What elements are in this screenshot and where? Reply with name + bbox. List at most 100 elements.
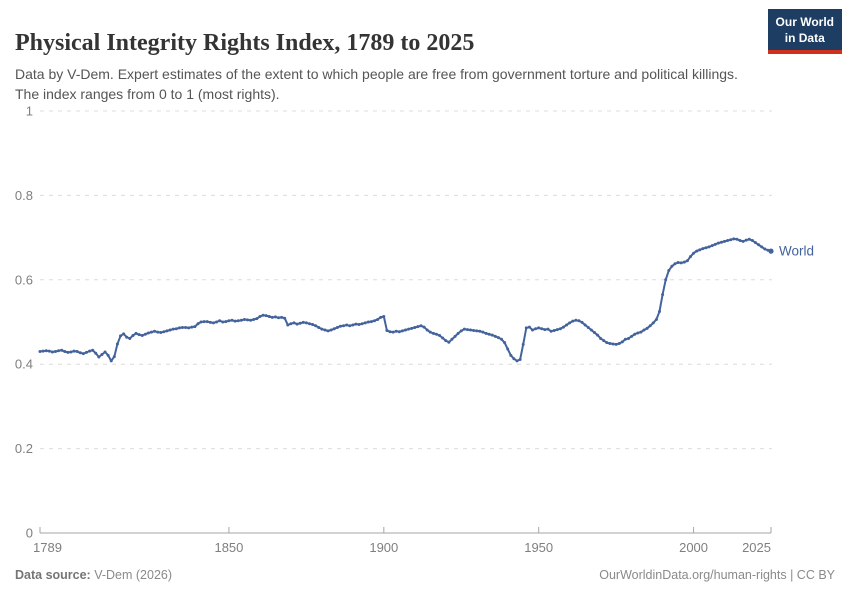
data-point[interactable]	[66, 350, 70, 354]
data-point[interactable]	[453, 334, 457, 338]
data-point[interactable]	[338, 324, 342, 328]
data-point[interactable]	[242, 317, 246, 321]
data-point[interactable]	[596, 333, 600, 337]
data-point[interactable]	[490, 333, 494, 337]
data-point[interactable]	[599, 336, 603, 340]
data-point[interactable]	[97, 355, 101, 359]
data-point[interactable]	[267, 315, 271, 319]
data-point[interactable]	[249, 318, 253, 322]
data-point[interactable]	[366, 320, 370, 324]
data-point[interactable]	[627, 336, 631, 340]
data-point[interactable]	[605, 341, 609, 345]
data-point[interactable]	[419, 324, 423, 328]
data-point[interactable]	[744, 238, 748, 242]
data-point[interactable]	[351, 323, 355, 327]
data-point[interactable]	[481, 330, 485, 334]
data-point[interactable]	[190, 325, 194, 329]
data-point[interactable]	[184, 325, 188, 329]
data-point[interactable]	[555, 328, 559, 332]
data-point[interactable]	[639, 330, 643, 334]
data-point[interactable]	[208, 320, 212, 324]
data-point[interactable]	[716, 241, 720, 245]
data-point[interactable]	[81, 352, 85, 356]
data-point[interactable]	[692, 251, 696, 255]
data-point[interactable]	[125, 335, 129, 339]
data-point[interactable]	[763, 247, 767, 251]
data-point[interactable]	[747, 237, 751, 241]
data-point[interactable]	[53, 350, 57, 354]
data-point[interactable]	[168, 328, 172, 332]
data-point[interactable]	[701, 247, 705, 251]
data-point[interactable]	[388, 330, 392, 334]
data-point[interactable]	[493, 334, 497, 338]
data-point[interactable]	[400, 329, 404, 333]
data-point[interactable]	[754, 241, 758, 245]
data-point[interactable]	[326, 329, 330, 333]
data-point[interactable]	[280, 315, 284, 319]
data-point[interactable]	[134, 331, 138, 335]
data-point[interactable]	[685, 259, 689, 263]
data-point[interactable]	[738, 239, 742, 243]
data-point[interactable]	[150, 330, 154, 334]
data-point[interactable]	[586, 325, 590, 329]
data-point[interactable]	[723, 239, 727, 243]
data-point[interactable]	[252, 317, 256, 321]
data-point[interactable]	[44, 349, 48, 353]
data-point[interactable]	[227, 319, 231, 323]
data-point[interactable]	[530, 328, 534, 332]
data-point[interactable]	[202, 320, 206, 324]
data-point[interactable]	[193, 325, 197, 329]
data-point[interactable]	[112, 355, 116, 359]
data-point[interactable]	[648, 324, 652, 328]
data-point[interactable]	[57, 349, 61, 353]
data-point[interactable]	[159, 331, 163, 335]
data-point[interactable]	[264, 314, 268, 318]
data-point[interactable]	[543, 328, 547, 332]
data-point[interactable]	[438, 334, 442, 338]
data-point[interactable]	[558, 327, 562, 331]
data-point[interactable]	[633, 332, 637, 336]
data-point[interactable]	[459, 329, 463, 333]
data-point[interactable]	[273, 315, 277, 319]
data-point[interactable]	[60, 348, 64, 352]
data-point[interactable]	[524, 326, 528, 330]
data-point[interactable]	[75, 350, 79, 354]
data-point[interactable]	[549, 329, 553, 333]
data-point[interactable]	[577, 319, 581, 323]
data-point[interactable]	[137, 333, 141, 337]
data-point[interactable]	[416, 325, 420, 329]
data-point[interactable]	[410, 326, 414, 330]
data-point[interactable]	[177, 326, 181, 330]
data-point[interactable]	[719, 240, 723, 244]
data-point[interactable]	[444, 339, 448, 343]
data-point[interactable]	[428, 330, 432, 334]
data-point[interactable]	[103, 350, 107, 354]
data-point[interactable]	[630, 334, 634, 338]
data-point[interactable]	[261, 313, 265, 317]
data-point[interactable]	[512, 357, 516, 361]
data-point[interactable]	[304, 321, 308, 325]
data-point[interactable]	[354, 322, 358, 326]
data-point[interactable]	[91, 348, 95, 352]
data-point[interactable]	[518, 358, 522, 362]
data-point[interactable]	[574, 318, 578, 322]
line-chart[interactable]: 1789 1850 1900 1950 2000 2025 0 0.2 0.4 0.6 0.8 1 Wo…	[0, 95, 850, 560]
data-point[interactable]	[506, 347, 510, 351]
data-point[interactable]	[329, 328, 333, 332]
data-point[interactable]	[215, 320, 219, 324]
series-label-world[interactable]: World	[779, 244, 814, 259]
data-point[interactable]	[376, 317, 380, 321]
data-point[interactable]	[757, 243, 761, 247]
data-point[interactable]	[732, 237, 736, 241]
data-point[interactable]	[496, 336, 500, 340]
data-point[interactable]	[289, 322, 293, 326]
data-point[interactable]	[295, 322, 299, 326]
data-point[interactable]	[407, 327, 411, 331]
data-point[interactable]	[434, 332, 438, 336]
data-point[interactable]	[673, 262, 677, 266]
data-point[interactable]	[373, 319, 377, 323]
data-point[interactable]	[239, 318, 243, 322]
data-point[interactable]	[258, 315, 262, 319]
data-point[interactable]	[205, 320, 209, 324]
data-point[interactable]	[462, 327, 466, 331]
